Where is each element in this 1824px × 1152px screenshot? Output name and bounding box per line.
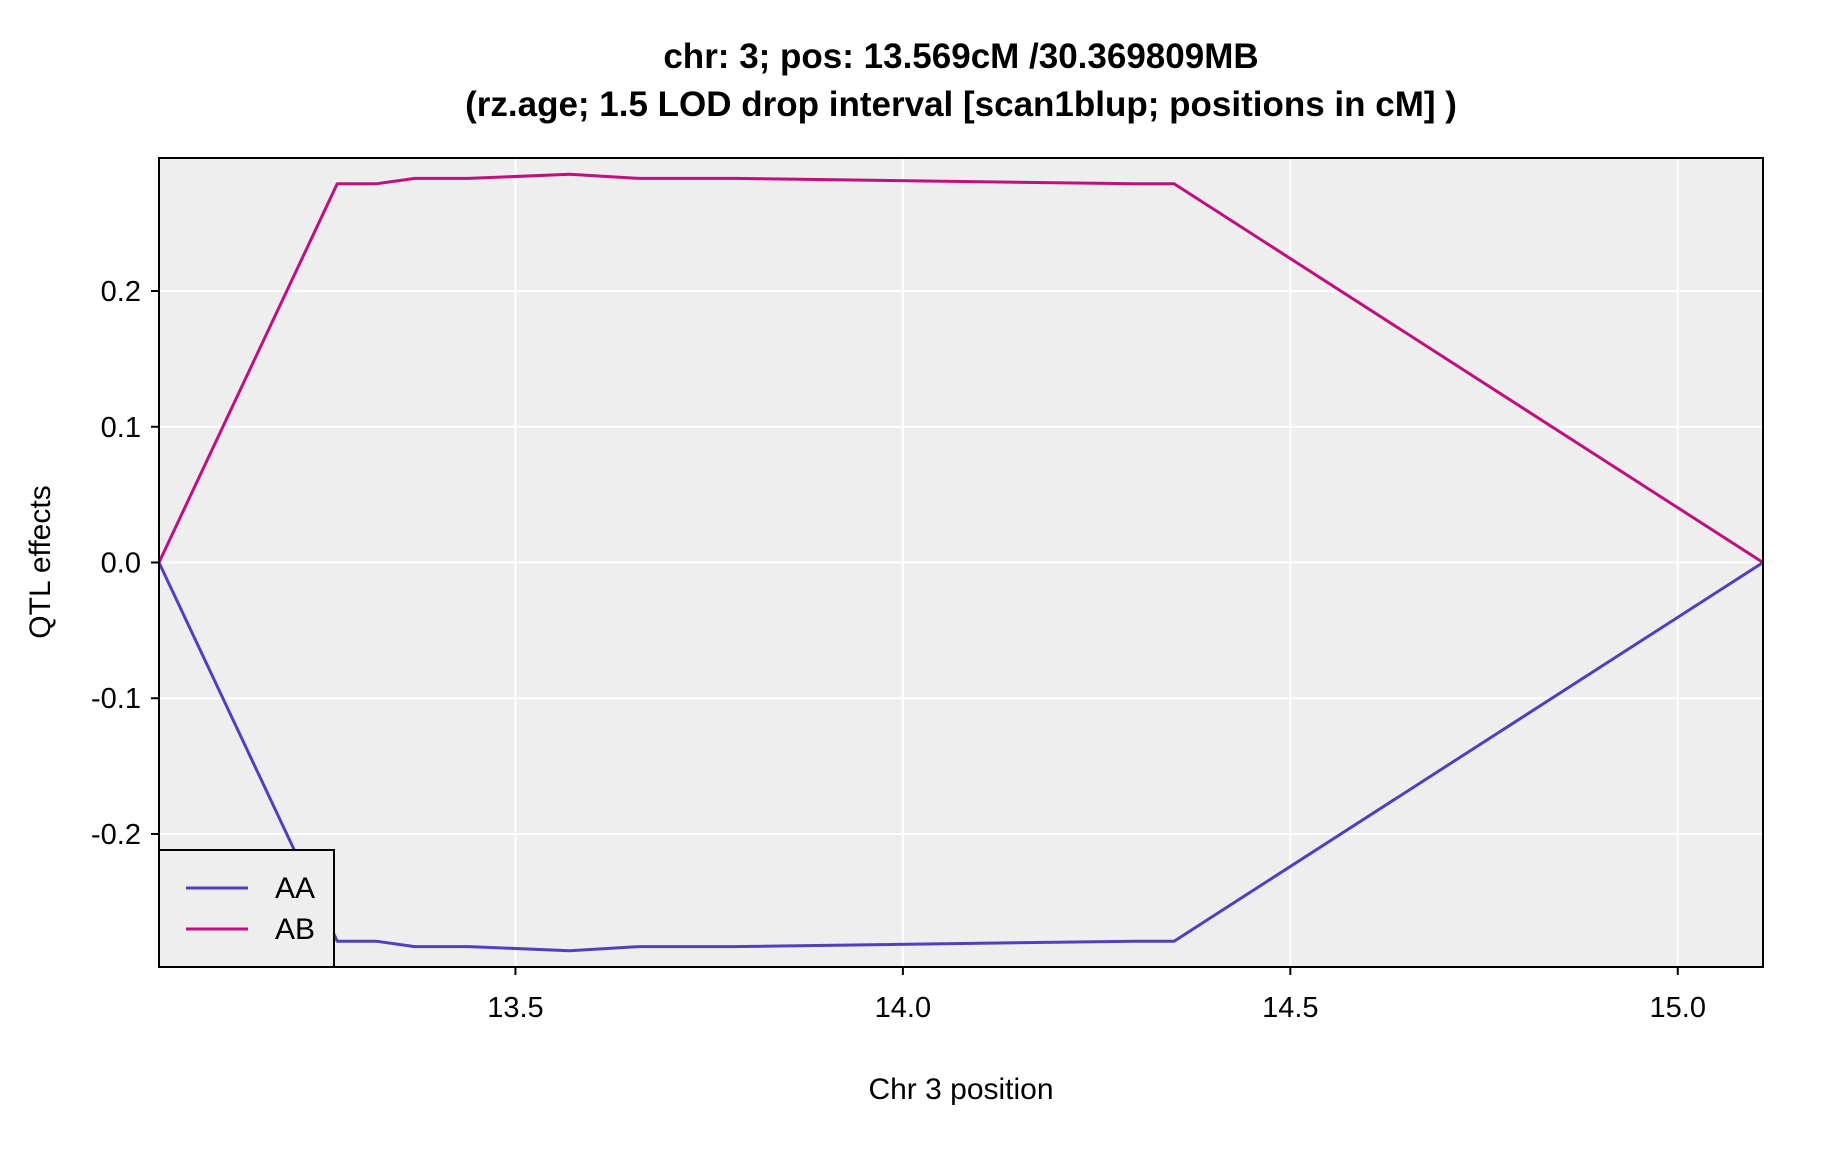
series-line-aa (157, 561, 1764, 953)
y-tick-label: 0.0 (101, 548, 141, 580)
y-tick-label: 0.1 (101, 412, 141, 444)
x-tick-label: 13.5 (487, 992, 543, 1024)
legend-label-ab: AB (275, 913, 315, 946)
x-tick-label: 14.0 (875, 992, 931, 1024)
legend-box (158, 849, 335, 968)
chart-title: chr: 3; pos: 13.569cM /30.369809MB (663, 37, 1258, 76)
x-tick-label: 14.5 (1262, 992, 1318, 1024)
chart-subtitle: (rz.age; 1.5 LOD drop interval [scan1blu… (465, 85, 1457, 124)
y-tick-label: -0.1 (91, 683, 141, 715)
x-tick-label: 15.0 (1650, 992, 1706, 1024)
x-axis-label: Chr 3 position (868, 1073, 1053, 1106)
y-axis-ticks: -0.2 -0.1 0.0 0.1 0.2 (91, 276, 159, 851)
y-tick-label: 0.2 (101, 276, 141, 308)
series-line-ab (157, 172, 1764, 564)
legend: AA AB (158, 849, 335, 968)
legend-label-aa: AA (275, 872, 315, 905)
x-axis-ticks: 13.5 14.0 14.5 15.0 (487, 967, 1706, 1024)
y-axis-label: QTL effects (24, 485, 57, 638)
y-tick-label: -0.2 (91, 819, 141, 851)
series-group (157, 172, 1764, 953)
grid-lines (159, 158, 1763, 967)
